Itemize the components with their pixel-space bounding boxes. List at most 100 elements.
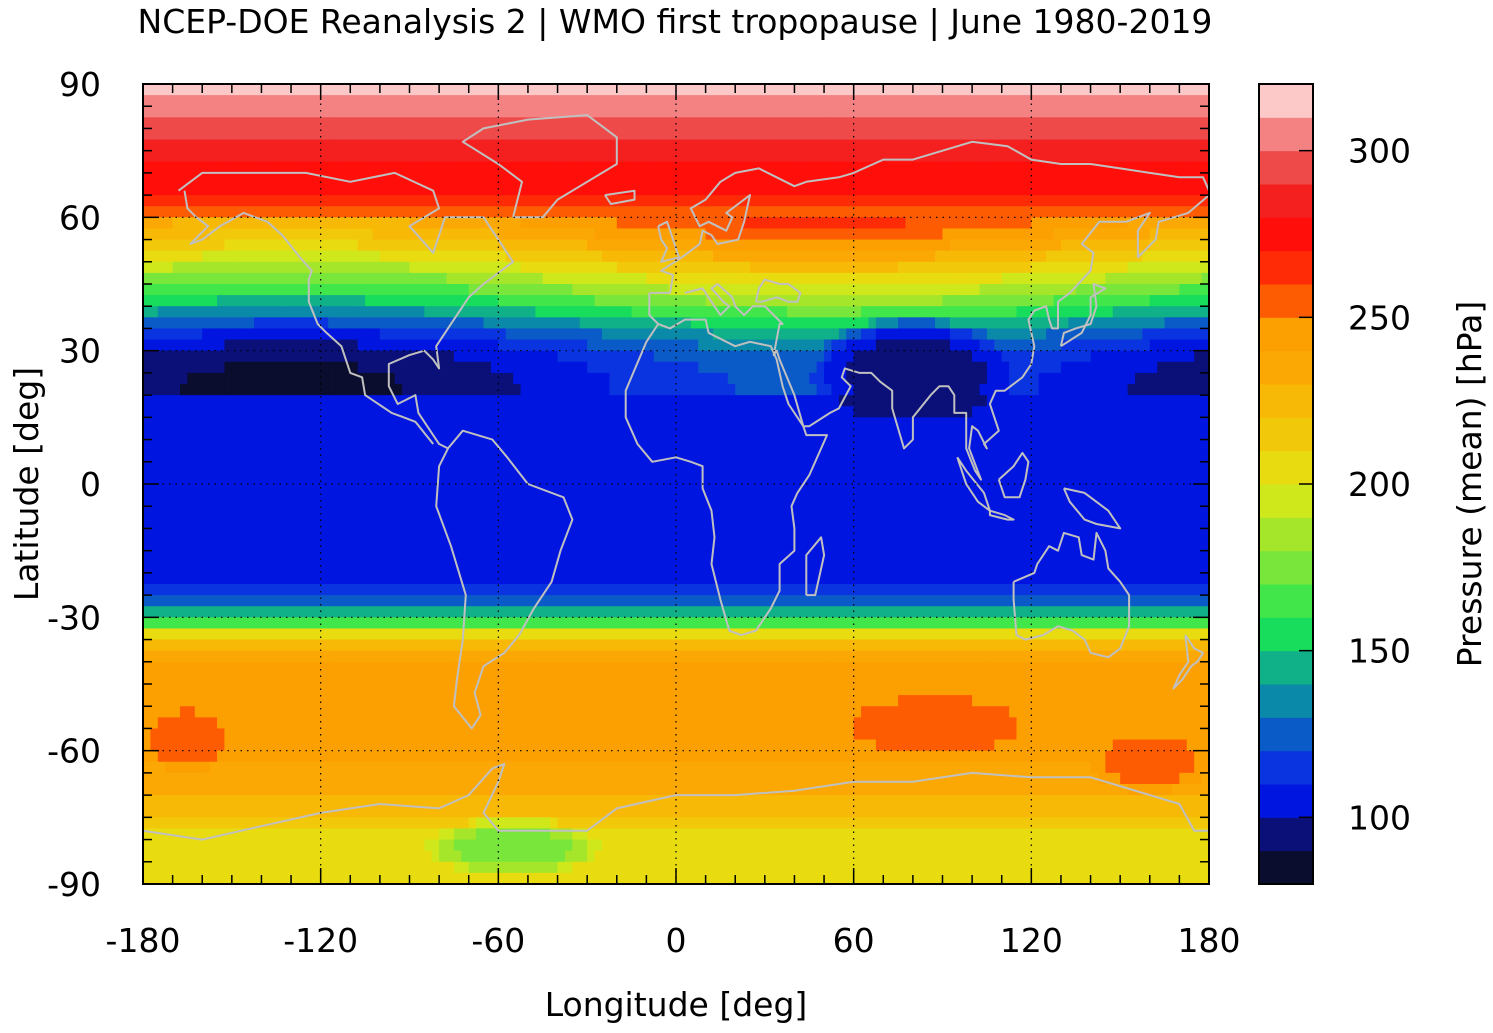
heatmap-cell (816, 317, 825, 330)
heatmap-cell (483, 372, 492, 385)
heatmap-cell (920, 206, 929, 218)
heatmap-cell (579, 361, 588, 374)
heatmap-cell (150, 317, 159, 330)
heatmap-cell (1001, 361, 1010, 374)
heatmap-cell (402, 317, 411, 330)
heatmap-cell (1083, 339, 1092, 352)
heatmap-cell (809, 339, 818, 352)
heatmap-cell (172, 206, 181, 218)
heatmap-cell (949, 84, 958, 96)
heatmap-cell (986, 406, 995, 418)
heatmap-cell (194, 206, 203, 218)
heatmap-cell (824, 195, 833, 207)
heatmap-cell (787, 350, 796, 363)
heatmap-cell (143, 284, 152, 296)
heatmap-cell (1157, 84, 1166, 96)
heatmap-cell (550, 450, 559, 463)
heatmap-cell (912, 428, 921, 441)
heatmap-cell (1060, 406, 1069, 418)
heatmap-cell (1075, 361, 1084, 374)
heatmap-cell (187, 217, 196, 230)
heatmap-cell (1060, 95, 1069, 107)
heatmap-cell (772, 406, 781, 418)
heatmap-cell (468, 461, 477, 474)
heatmap-cell (209, 272, 218, 285)
heatmap-cell (535, 361, 544, 374)
heatmap-cell (905, 206, 914, 218)
heatmap-cell (461, 395, 470, 407)
heatmap-cell (824, 139, 833, 152)
heatmap-cell (986, 150, 995, 163)
heatmap-cell (1083, 439, 1092, 452)
heatmap-cell (424, 339, 433, 352)
heatmap-cell (594, 128, 603, 141)
heatmap-cell (172, 361, 181, 374)
heatmap-cell (476, 328, 485, 341)
heatmap-cell (772, 206, 781, 218)
heatmap-cell (594, 228, 603, 241)
heatmap-cell (846, 250, 855, 263)
heatmap-cell (794, 217, 803, 230)
heatmap-cell (254, 239, 263, 252)
heatmap-cell (402, 217, 411, 230)
heatmap-cell (350, 395, 359, 407)
heatmap-cell (1186, 428, 1195, 441)
heatmap-cell (883, 439, 892, 452)
heatmap-cell (927, 428, 936, 441)
heatmap-cell (1194, 295, 1203, 307)
heatmap-cell (1171, 350, 1180, 363)
heatmap-cell (1023, 139, 1032, 152)
heatmap-cell (1053, 328, 1062, 341)
heatmap-cell (498, 317, 507, 330)
heatmap-cell (379, 217, 388, 230)
heatmap-cell (1016, 161, 1025, 174)
heatmap-cell (527, 206, 536, 218)
heatmap-cell (1016, 206, 1025, 218)
heatmap-cell (683, 450, 692, 463)
heatmap-cell (727, 272, 736, 285)
heatmap-cell (587, 239, 596, 252)
heatmap-cell (1031, 450, 1040, 463)
heatmap-cell (350, 372, 359, 385)
heatmap-cell (372, 172, 381, 185)
heatmap-cell (320, 184, 329, 196)
heatmap-cell (638, 461, 647, 474)
heatmap-cell (439, 272, 448, 285)
heatmap-cell (690, 228, 699, 241)
heatmap-cell (757, 361, 766, 374)
heatmap-cell (661, 361, 670, 374)
heatmap-cell (579, 261, 588, 274)
heatmap-cell (520, 439, 529, 452)
heatmap-cell (564, 339, 573, 352)
heatmap-cell (683, 161, 692, 174)
heatmap-cell (394, 239, 403, 252)
heatmap-cell (150, 206, 159, 218)
heatmap-cell (979, 417, 988, 430)
heatmap-cell (283, 272, 292, 285)
heatmap-cell (453, 228, 462, 241)
heatmap-cell (468, 306, 477, 318)
heatmap-cell (372, 195, 381, 207)
heatmap-cell (402, 228, 411, 241)
heatmap-cell (868, 250, 877, 263)
heatmap-cell (320, 361, 329, 374)
heatmap-cell (1142, 84, 1151, 96)
heatmap-cell (572, 450, 581, 463)
heatmap-cell (342, 206, 351, 218)
heatmap-cell (283, 184, 292, 196)
heatmap-cell (809, 261, 818, 274)
heatmap-cell (1009, 384, 1018, 396)
heatmap-cell (261, 295, 270, 307)
heatmap-cell (357, 195, 366, 207)
heatmap-cell (927, 161, 936, 174)
heatmap-cell (1083, 295, 1092, 307)
heatmap-cell (379, 384, 388, 396)
heatmap-cell (261, 117, 270, 130)
heatmap-cell (1090, 128, 1099, 141)
heatmap-cell (357, 395, 366, 407)
heatmap-cell (957, 161, 966, 174)
heatmap-cell (1127, 372, 1136, 385)
heatmap-cell (379, 317, 388, 330)
heatmap-cell (564, 195, 573, 207)
heatmap-cell (557, 328, 566, 341)
